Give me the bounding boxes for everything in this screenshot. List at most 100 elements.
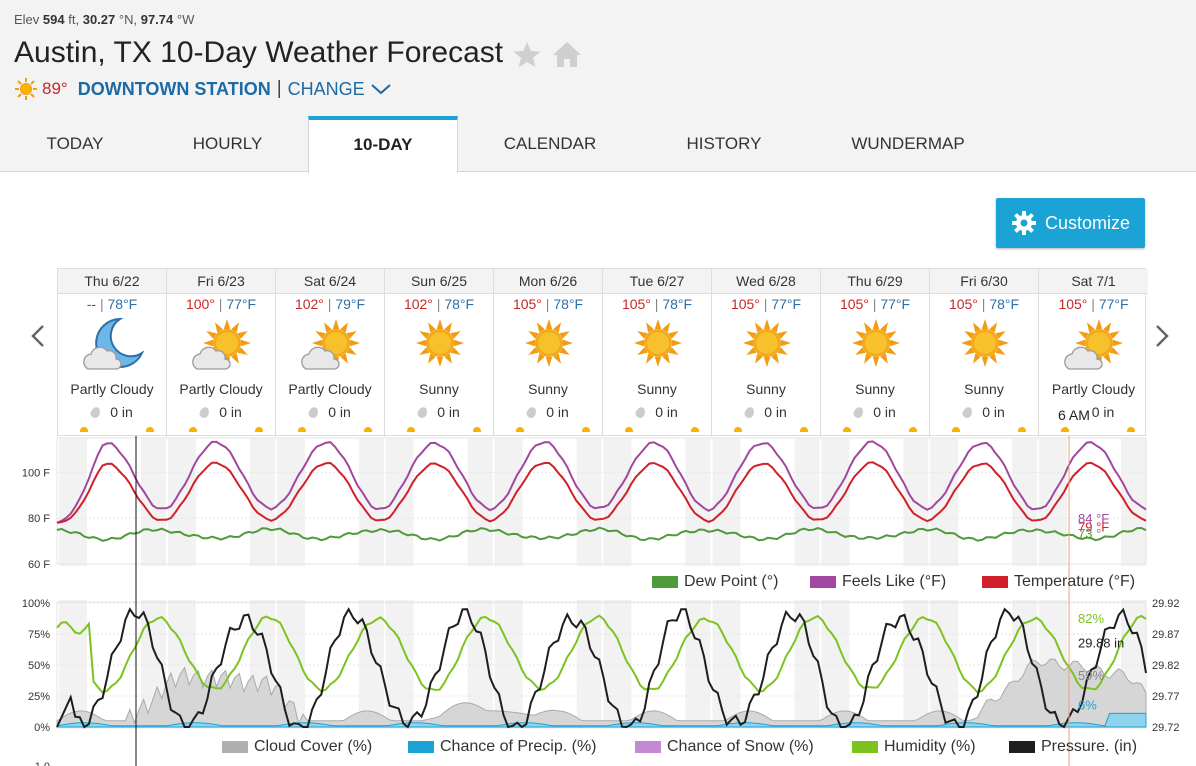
day-condition: Sunny (637, 381, 677, 397)
series-pressure-line (56, 607, 1147, 729)
forecast-charts: 100 F 80 F 60 F 84 °F79 °F73 ° 100% 29.92 75% 2… (22, 436, 1180, 766)
day-condition: Partly Cloudy (1051, 381, 1136, 397)
day-high: 105° (1058, 296, 1088, 312)
tab-today[interactable]: TODAY (46, 134, 104, 153)
day-card[interactable]: Mon 6/26 105° | 78°F Sunny 0 in (494, 269, 603, 437)
day-temps: 105° | 77°F (839, 296, 911, 312)
sunrise-icon (1061, 427, 1069, 432)
day-card[interactable]: Sat 7/1 105° | 77°F Partly Cloudy 0 in (1039, 269, 1148, 437)
chevron-left-icon[interactable] (28, 322, 48, 350)
sunset-icon (691, 427, 699, 432)
day-low: 78°F (989, 296, 1020, 312)
tab-hourly[interactable]: HOURLY (192, 134, 263, 153)
series-chance-of-precip-area (56, 712, 1147, 728)
chevron-down-icon[interactable] (369, 81, 393, 97)
day-precip: 0 in (494, 404, 602, 420)
chevron-right-icon[interactable] (1152, 322, 1172, 350)
day-name: Thu 6/22 (58, 269, 166, 294)
sunrise-icon (843, 427, 851, 432)
sun-icon (954, 317, 1016, 373)
legend-swatch (635, 741, 661, 753)
day-high: 105° (621, 296, 651, 312)
day-precip: 0 in (603, 404, 711, 420)
sunrise-icon (298, 427, 306, 432)
day-low: 77°F (880, 296, 911, 312)
page-title: Austin, TX 10-Day Weather Forecast (14, 36, 504, 69)
day-card[interactable]: Fri 6/30 105° | 78°F Sunny 0 in (930, 269, 1039, 437)
day-precip: 0 in (821, 404, 929, 420)
day-low: 78°F (107, 296, 138, 312)
sun-cloud-icon (1063, 317, 1125, 373)
station-name[interactable]: DOWNTOWN STATION (77, 78, 271, 99)
station-bar: 89° DOWNTOWN STATION | CHANGE (14, 77, 393, 101)
sunset-icon (1018, 427, 1026, 432)
day-high: -- (86, 296, 97, 312)
day-card[interactable]: Tue 6/27 105° | 78°F Sunny 0 in (603, 269, 712, 437)
raindrop-icon (852, 405, 866, 420)
legend-chance-of-snow[interactable]: Chance of Snow (%) (635, 738, 814, 756)
day-temps: 100° | 77°F (185, 296, 257, 312)
customize-button[interactable]: Customize (996, 198, 1145, 248)
legend-temperature[interactable]: Temperature (°F) (982, 573, 1135, 591)
star-icon[interactable] (512, 40, 542, 70)
sun-icon (627, 317, 689, 373)
series-cloud-cover-area (56, 658, 1147, 728)
legend-humidity[interactable]: Humidity (%) (852, 738, 976, 756)
sun-times (385, 425, 493, 435)
day-condition: Sunny (528, 381, 568, 397)
tab-wundermap[interactable]: WUNDERMAP (851, 134, 965, 153)
legend-swatch (982, 576, 1008, 588)
day-temps: 105° | 78°F (621, 296, 693, 312)
tab-calendar[interactable]: CALENDAR (503, 134, 597, 153)
sun-times (58, 425, 166, 435)
sunrise-icon (734, 427, 742, 432)
tab-10-day[interactable]: 10-DAY (308, 116, 458, 173)
series-end-label: 59% (1078, 668, 1104, 683)
day-temps: 105° | 77°F (730, 296, 802, 312)
y-tick-label: 75% (28, 629, 50, 641)
y-tick-label-right: 29.82 (1152, 660, 1180, 672)
day-high: 105° (512, 296, 542, 312)
day-name: Fri 6/23 (167, 269, 275, 294)
day-card[interactable]: Thu 6/29 105° | 77°F Sunny 0 in (821, 269, 930, 437)
tab-history[interactable]: HISTORY (686, 134, 762, 153)
day-temps: 105° | 78°F (948, 296, 1020, 312)
elevation-coordinates: Elev 594 ft, 30.27 °N, 97.74 °W (14, 12, 195, 27)
sun-icon (845, 317, 907, 373)
day-card[interactable]: Sat 6/24 102° | 79°F Partly Cloudy 0 in (276, 269, 385, 437)
day-temps: 105° | 77°F (1058, 296, 1129, 312)
home-icon[interactable] (552, 40, 582, 68)
y-tick-label: 25% (28, 691, 50, 703)
legend-pressure[interactable]: Pressure. (in) (1009, 738, 1137, 756)
series-end-label: 82% (1078, 611, 1104, 626)
raindrop-icon (416, 405, 430, 420)
day-precip: 0 in (385, 404, 493, 420)
day-forecast-strip: Thu 6/22 -- | 78°F Partly Cloudy 0 in Fri 6/… (57, 268, 1148, 437)
sun-cloud-icon (300, 317, 362, 373)
day-name: Thu 6/29 (821, 269, 929, 294)
day-condition: Partly Cloudy (179, 381, 263, 397)
legend-cloud-cover[interactable]: Cloud Cover (%) (222, 738, 372, 756)
raindrop-icon (89, 405, 103, 420)
legend-feels-like[interactable]: Feels Like (°F) (810, 573, 946, 591)
day-card[interactable]: Wed 6/28 105° | 77°F Sunny 0 in (712, 269, 821, 437)
day-precip: 0 in (58, 404, 166, 420)
legend-chance-of-precip[interactable]: Chance of Precip. (%) (408, 738, 597, 756)
moon-cloud-icon (82, 317, 145, 373)
legend-swatch (652, 576, 678, 588)
day-condition: Sunny (419, 381, 459, 397)
sunrise-icon (625, 427, 633, 432)
series-end-label: 79 °F (1078, 519, 1109, 534)
sun-times (821, 425, 929, 435)
day-card[interactable]: Thu 6/22 -- | 78°F Partly Cloudy 0 in (58, 269, 167, 437)
series-end-label: 6% (1078, 698, 1097, 713)
legend-dew-point[interactable]: Dew Point (°) (652, 573, 778, 591)
day-card[interactable]: Sun 6/25 102° | 78°F Sunny 0 in (385, 269, 494, 437)
y-tick-label: 100% (22, 598, 50, 610)
series-humidity-line (56, 614, 1147, 694)
current-temperature: 89° (42, 79, 68, 98)
day-card[interactable]: Fri 6/23 100° | 77°F Partly Cloudy 0 in (167, 269, 276, 437)
raindrop-icon (961, 405, 975, 420)
y-tick-label-right: 29.72 (1152, 722, 1180, 734)
change-station-link[interactable]: CHANGE (287, 78, 365, 99)
